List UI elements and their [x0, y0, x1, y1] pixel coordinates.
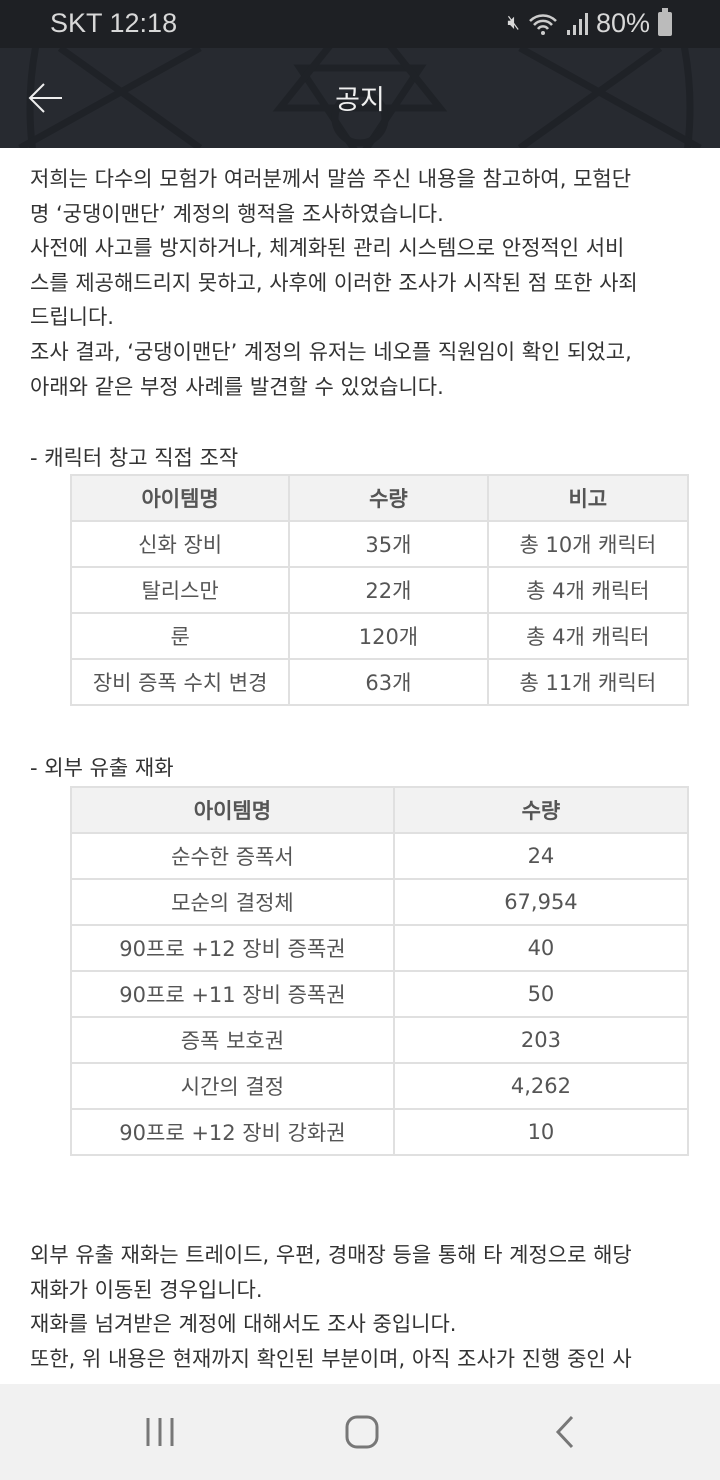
table-row: 모순의 결정체 67,954	[70, 878, 690, 926]
table-header-row: 아이템명 수량	[70, 786, 690, 834]
leaked-currency-table: 아이템명 수량 순수한 증폭서 24 모순의 결정체 67,954 90프로 +12 장비 …	[70, 786, 690, 1156]
table-cell: 시간의 결정	[70, 1062, 395, 1110]
table-cell: 40	[392, 924, 690, 972]
table-cell: 룬	[69, 612, 291, 660]
table-row: 증폭 보호권 203	[70, 1016, 690, 1064]
column-header: 비고	[486, 474, 690, 522]
table-header-row: 아이템명 수량 비고	[69, 474, 690, 522]
table-cell: 순수한 증폭서	[70, 832, 395, 880]
table-cell: 총 10개 캐릭터	[486, 520, 690, 568]
table-row: 탈리스만 22개 총 4개 캐릭터	[69, 566, 690, 614]
status-bar: SKT 12:18 🔇︎ 80%	[0, 0, 720, 48]
table-row: 신화 장비 35개 총 10개 캐릭터	[69, 520, 690, 568]
table-row: 90프로 +12 장비 강화권 10	[70, 1108, 690, 1156]
text-line: 드립니다.	[30, 305, 114, 330]
table-cell: 35개	[288, 520, 489, 568]
table-cell: 장비 증폭 수치 변경	[69, 658, 291, 706]
signal-icon	[566, 12, 588, 35]
table-cell: 90프로 +12 장비 증폭권	[70, 924, 395, 972]
table-cell: 증폭 보호권	[70, 1016, 395, 1064]
table-cell: 120개	[288, 612, 489, 660]
table-row: 90프로 +12 장비 증폭권 40	[70, 924, 690, 972]
table-cell: 203	[392, 1016, 690, 1064]
column-header: 수량	[392, 786, 690, 834]
table-cell: 모순의 결정체	[70, 878, 395, 926]
table-cell: 24	[392, 832, 690, 880]
wifi-icon	[529, 13, 557, 35]
text-line: 스를 제공해드리지 못하고, 사후에 이러한 조사가 시작된 점 또한 사죄	[30, 270, 638, 295]
back-icon[interactable]	[534, 1412, 594, 1452]
battery-icon	[658, 7, 672, 36]
page-title: 공지	[335, 85, 385, 116]
back-arrow-icon[interactable]	[26, 78, 66, 118]
app-header: 공지	[0, 48, 720, 148]
table-cell: 총 11개 캐릭터	[486, 658, 690, 706]
column-header: 수량	[288, 474, 489, 522]
text-line: 또한, 위 내용은 현재까지 확인된 부분이며, 아직 조사가 진행 중인 사	[30, 1346, 632, 1371]
text-line: 명 ‘궁댕이맨단’ 계정의 행적을 조사하였습니다.	[30, 201, 444, 226]
table-cell: 50	[392, 970, 690, 1018]
navigation-bar	[0, 1384, 720, 1480]
text-line: 재화를 넘겨받은 계정에 대해서도 조사 중입니다.	[30, 1312, 457, 1337]
column-header: 아이템명	[69, 474, 291, 522]
table-row: 순수한 증폭서 24	[70, 832, 690, 880]
section-heading: - 외부 유출 재화	[30, 756, 174, 780]
text-line: 저희는 다수의 모험가 여러분께서 말씀 주신 내용을 참고하여, 모험단	[30, 167, 632, 191]
mute-icon: 🔇︎	[507, 12, 520, 34]
header-pattern	[18, 48, 702, 148]
table-cell: 탈리스만	[69, 566, 291, 614]
table-cell: 22개	[288, 566, 489, 614]
home-icon[interactable]	[332, 1412, 392, 1452]
table-row: 장비 증폭 수치 변경 63개 총 11개 캐릭터	[69, 658, 690, 706]
table-row: 90프로 +11 장비 증폭권 50	[70, 970, 690, 1018]
table-row: 시간의 결정 4,262	[70, 1062, 690, 1110]
character-storage-table: 아이템명 수량 비고 신화 장비 35개 총 10개 캐릭터 탈리스만 22개 총 4개 캐릭터…	[69, 474, 690, 706]
table-cell: 10	[392, 1108, 690, 1156]
column-header: 아이템명	[70, 786, 395, 834]
table-cell: 67,954	[392, 878, 690, 926]
table-cell: 4,262	[392, 1062, 690, 1110]
table-cell: 63개	[288, 658, 489, 706]
table-cell: 총 4개 캐릭터	[486, 612, 690, 660]
battery-percent: 80%	[595, 8, 650, 38]
text-line: 아래와 같은 부정 사례를 발견할 수 있었습니다.	[30, 374, 444, 399]
text-line: 사전에 사고를 방지하거나, 체계화된 관리 시스템으로 안정적인 서비	[30, 236, 625, 261]
text-line: 조사 결과, ‘궁댕이맨단’ 계정의 유저는 네오플 직원임이 확인 되었고,	[30, 339, 632, 364]
table-cell: 총 4개 캐릭터	[486, 566, 690, 614]
carrier-time: SKT 12:18	[50, 8, 178, 38]
recent-apps-icon[interactable]	[130, 1412, 190, 1452]
table-cell: 신화 장비	[69, 520, 291, 568]
text-line: 재화가 이동된 경우입니다.	[30, 1277, 263, 1302]
table-cell: 90프로 +11 장비 증폭권	[70, 970, 395, 1018]
text-line: 외부 유출 재화는 트레이드, 우편, 경매장 등을 통해 타 계정으로 해당	[30, 1243, 632, 1267]
table-cell: 90프로 +12 장비 강화권	[70, 1108, 395, 1156]
section-heading: - 캐릭터 창고 직접 조작	[30, 446, 239, 470]
table-row: 룬 120개 총 4개 캐릭터	[69, 612, 690, 660]
